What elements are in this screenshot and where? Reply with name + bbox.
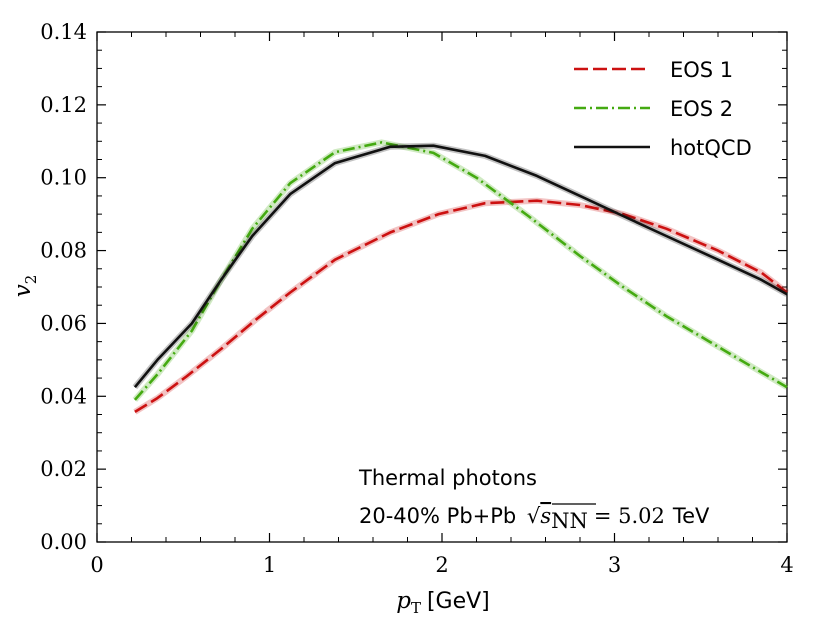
y-axis-symbol: v [10,284,36,297]
annotation: Thermal photons 20-40% Pb+Pb √sNN = 5.02 T… [358,466,710,533]
y-tick-label: 0.10 [40,166,87,190]
x-tick-label: 1 [263,553,276,577]
energy-unit: TeV [672,504,710,528]
x-tick-label: 4 [780,553,793,577]
annotation-collision: 20-40% Pb+Pb [359,504,523,528]
y-axis-ticks: 0.00 0.02 0.04 0.06 0.08 0.10 0.12 0.14 [40,20,787,554]
y-axis-title: v2 [10,275,40,298]
sqrt-symbol: √ [527,504,541,528]
series-line-eos2 [133,141,788,401]
annotation-line1: Thermal photons [358,466,537,490]
y-tick-label: 0.12 [40,93,87,117]
series-band-eos2 [132,139,789,402]
y-axis-subscript: 2 [22,275,40,285]
legend-label-eos2: EOS 2 [670,97,733,121]
series-line-hotqcd [133,144,788,389]
x-axis-subscript: T [411,599,421,617]
energy-value: = 5.02 [594,504,665,528]
y-tick-label: 0.08 [40,239,87,263]
series-line-eos1 [134,199,788,414]
legend-label-hotqcd: hotQCD [670,136,752,160]
x-axis-symbol: p [396,588,411,614]
series-band-eos1 [133,197,789,415]
sqrt-s-variable: s [540,504,551,528]
legend: EOS 1 EOS 2 hotQCD [574,58,752,160]
x-axis-ticks: 0 1 2 3 4 [90,32,794,577]
y-tick-label: 0.02 [40,457,87,481]
legend-label-eos1: EOS 1 [670,58,733,82]
x-tick-label: 2 [435,553,448,577]
x-tick-label: 3 [608,553,621,577]
series-band-hotqcd [132,142,789,390]
annotation-line2: 20-40% Pb+Pb √sNN = 5.02 TeV [359,504,710,533]
y-tick-label: 0.06 [40,311,87,335]
y-tick-label: 0.00 [40,530,87,554]
y-tick-label: 0.14 [40,20,87,44]
x-axis-title: pT [GeV] [396,588,490,617]
y-tick-label: 0.04 [40,384,87,408]
sqrt-s-subscript: NN [551,509,588,533]
x-tick-label: 0 [90,553,103,577]
series-layer [132,139,789,415]
x-axis-unit: [GeV] [427,589,490,614]
